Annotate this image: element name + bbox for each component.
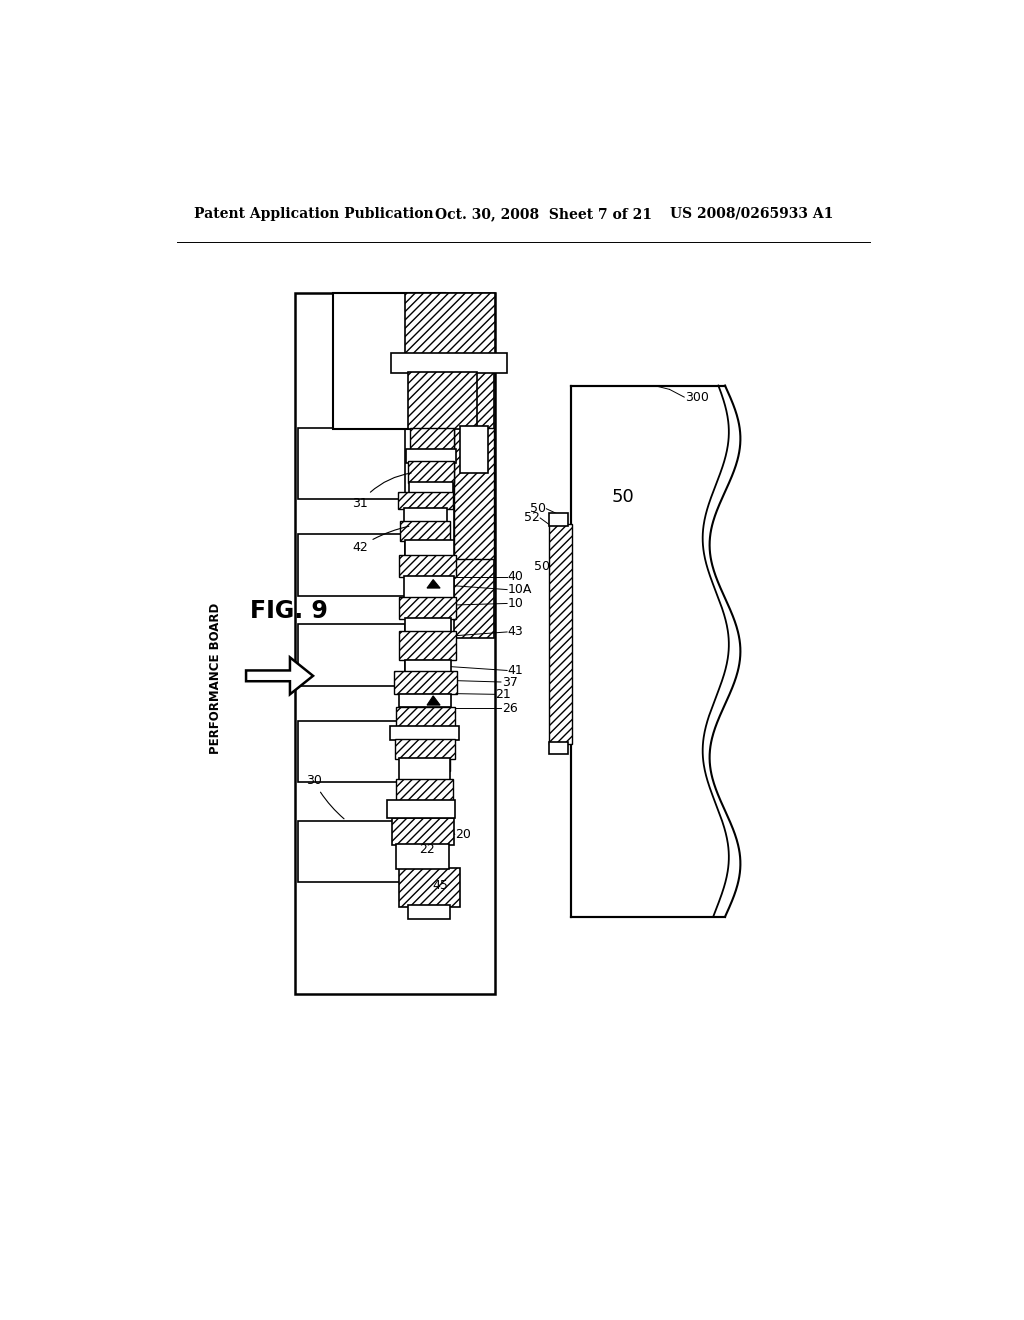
Text: 45: 45 [432,879,449,892]
Bar [396,845,449,869]
Bar [398,554,456,577]
Bar [407,450,456,463]
Text: 43: 43 [508,626,523,639]
Text: US 2008/0265933 A1: US 2008/0265933 A1 [670,207,833,220]
Bar [404,618,451,632]
Bar [408,906,451,919]
Bar [295,293,495,994]
Polygon shape [246,657,313,694]
Text: 50: 50 [535,560,550,573]
Bar [399,631,457,660]
Text: 42: 42 [352,527,409,554]
Bar [571,385,725,917]
Text: 21: 21 [496,688,511,701]
Bar [404,540,454,556]
Bar [398,758,451,780]
Text: Patent Application Publication: Patent Application Publication [194,207,433,220]
Bar [400,521,451,541]
Text: 50: 50 [612,488,635,506]
Text: FIG. 9: FIG. 9 [250,599,328,623]
Text: Oct. 30, 2008  Sheet 7 of 21: Oct. 30, 2008 Sheet 7 of 21 [435,207,651,220]
Text: 26: 26 [502,702,517,714]
Text: 37: 37 [502,676,517,689]
Bar [391,354,507,374]
Bar [298,821,404,882]
Text: 50: 50 [530,502,547,515]
Text: 52: 52 [524,511,541,524]
Bar [298,721,404,781]
Text: 31: 31 [352,473,412,510]
Bar [394,739,455,759]
Polygon shape [427,579,440,589]
Bar [404,293,495,355]
Bar [396,779,454,800]
Bar [460,426,487,473]
Bar [298,428,404,499]
Bar [298,535,404,595]
Bar [454,428,494,558]
Text: 10A: 10A [508,583,532,597]
Bar [399,598,457,619]
Bar [333,293,444,429]
Bar [398,869,460,907]
Bar [410,428,454,451]
Bar [298,624,404,686]
Polygon shape [427,696,440,705]
Text: PERFORMANCE BOARD: PERFORMANCE BOARD [209,602,222,754]
Text: 300: 300 [685,391,709,404]
Bar [549,512,568,525]
Bar [387,800,455,818]
Bar [549,742,568,755]
Bar [454,372,494,638]
Bar [549,524,571,743]
Bar [397,492,454,508]
Text: 20: 20 [456,828,471,841]
Bar [396,706,455,726]
Text: 10: 10 [508,597,523,610]
Bar [408,372,477,429]
Bar [423,587,451,771]
Bar [403,508,447,521]
Text: 41: 41 [508,664,523,677]
Bar [390,726,460,739]
Bar [398,693,451,708]
Bar [410,482,454,492]
Text: 30: 30 [305,774,344,818]
Text: 22: 22 [419,843,435,857]
Bar [408,461,454,483]
Bar [392,817,454,845]
Text: 40: 40 [508,570,523,583]
Bar [394,671,457,694]
Bar [404,660,451,672]
Bar [403,576,454,601]
